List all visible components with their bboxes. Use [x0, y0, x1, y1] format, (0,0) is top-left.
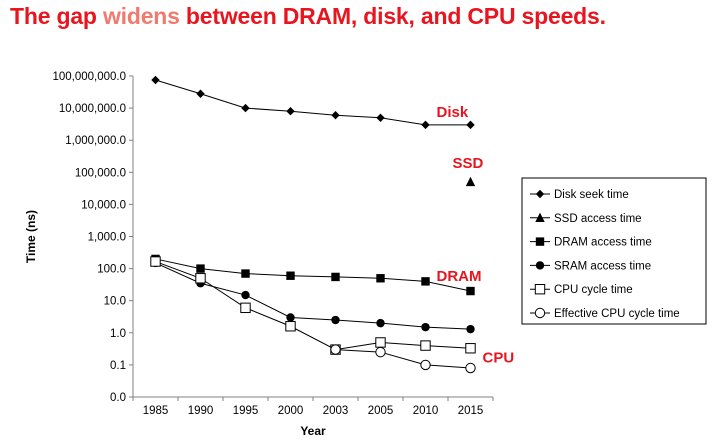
legend-marker: [535, 237, 545, 246]
legend-label: Disk seek time: [554, 189, 629, 201]
title-highlight: widens: [102, 3, 180, 29]
data-point-1990: [196, 264, 205, 273]
data-point-2010: [420, 340, 431, 351]
annotation-cpu: CPU: [483, 349, 515, 366]
data-point-2003: [331, 315, 340, 325]
y-axis-title: Time (ns): [24, 210, 38, 263]
legend-marker: [535, 261, 545, 270]
annotation-dram: DRAM: [437, 268, 482, 285]
data-point-1990: [196, 89, 205, 98]
y-tick-label: 1.0: [110, 328, 126, 340]
x-axis-title: Year: [300, 424, 326, 438]
title-prefix: The gap: [10, 3, 103, 29]
x-tick-label: 1990: [188, 405, 214, 417]
data-point-2010: [420, 359, 431, 371]
data-point-2005: [375, 337, 386, 348]
legend-item-dram-access-time: DRAM access time: [530, 237, 652, 249]
series-ssd-access-time: [465, 176, 476, 187]
data-point-2000: [286, 107, 295, 116]
data-point-2005: [375, 346, 386, 358]
data-point-1985: [151, 75, 160, 85]
chart-legend: Disk seek time SSD access time DRAM access…: [521, 177, 707, 325]
data-point-2003: [331, 111, 340, 120]
data-point-2015: [465, 362, 476, 374]
title-suffix: between DRAM, disk, and CPU speeds.: [179, 3, 606, 29]
legend-item-sram-access-time: SRAM access time: [530, 260, 651, 272]
y-tick-label: 1,000,000.0: [65, 135, 126, 147]
legend-label: SRAM access time: [554, 260, 651, 272]
chart-axes: 0.0 0.1 1.0 10.0 100.0 1,000.0 10,000.0 100,000…: [24, 71, 494, 438]
legend-item-disk-seek-time: Disk seek time: [530, 189, 629, 201]
y-tick-label: 0.0: [110, 392, 126, 404]
series-line: [155, 79, 471, 126]
data-point-2000: [286, 313, 295, 322]
x-tick-label: 2015: [458, 405, 484, 417]
slide-title: The gap widens between DRAM, disk, and C…: [10, 3, 606, 30]
data-point-1995: [241, 269, 250, 278]
legend-marker: [535, 189, 545, 199]
x-tick-label: 1995: [233, 405, 259, 417]
data-point-2010: [421, 277, 430, 286]
chart-annotations: Disk SSD DRAM CPU: [437, 104, 515, 366]
annotation-disk: Disk: [437, 104, 469, 121]
data-point-1985: [150, 256, 161, 267]
y-tick-label: 10,000,000.0: [59, 103, 126, 115]
data-point-2000: [285, 321, 296, 332]
series-line: [155, 261, 471, 351]
legend-label: SSD access time: [554, 213, 642, 225]
x-tick-label: 2003: [323, 405, 349, 417]
data-point-2005: [376, 318, 385, 328]
y-tick-label: 0.1: [110, 360, 126, 372]
x-tick-label: 1985: [143, 405, 169, 417]
x-tick-label: 2005: [368, 405, 394, 417]
legend-label: DRAM access time: [554, 237, 652, 249]
legend-item-ssd-access-time: SSD access time: [530, 212, 642, 225]
legend-marker: [534, 284, 546, 295]
y-tick-label: 100,000,000.0: [52, 71, 126, 83]
data-point-2015: [466, 286, 475, 296]
legend-box: [521, 177, 707, 325]
data-point-2015: [466, 120, 475, 130]
legend-marker: [534, 307, 546, 319]
legend-item-effective-cpu-cycle-time: Effective CPU cycle time: [530, 307, 680, 320]
y-tick-label: 10.0: [104, 296, 126, 308]
data-point-1995: [241, 290, 250, 300]
data-point-2015: [465, 176, 476, 187]
data-point-2005: [376, 274, 385, 283]
y-tick-label: 100,000.0: [75, 167, 126, 179]
x-tick-label: 2000: [278, 405, 304, 417]
x-tick-label: 2010: [413, 405, 439, 417]
y-tick-label: 100.0: [97, 264, 126, 276]
y-tick-label: 1,000.0: [88, 232, 126, 244]
legend-item-cpu-cycle-time: CPU cycle time: [530, 284, 633, 296]
data-point-2000: [286, 271, 295, 280]
data-point-1995: [241, 103, 250, 113]
series-line: [335, 349, 471, 369]
data-point-2015: [466, 324, 475, 334]
data-point-2003: [330, 344, 341, 355]
series-line: [155, 262, 471, 330]
data-point-2015: [465, 343, 476, 354]
chart-series: [150, 75, 476, 374]
legend-label: CPU cycle time: [554, 284, 633, 296]
annotation-ssd: SSD: [453, 155, 484, 172]
y-tick-label: 10,000.0: [81, 199, 126, 211]
data-point-1995: [240, 302, 251, 314]
data-point-1990: [195, 273, 206, 284]
legend-label: Effective CPU cycle time: [554, 308, 680, 320]
series-line: [155, 258, 471, 292]
legend-marker: [535, 212, 545, 222]
series-disk-seek-time: [151, 75, 475, 130]
data-point-2003: [331, 272, 340, 282]
data-point-2010: [421, 322, 430, 332]
series-effective-cpu-cycle-time: [330, 344, 476, 374]
data-point-2010: [421, 120, 430, 130]
data-point-2005: [376, 113, 385, 122]
